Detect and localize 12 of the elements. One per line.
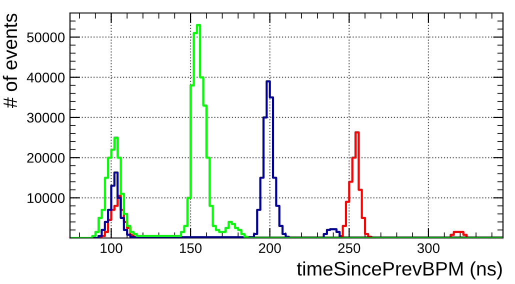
y-tick-label: 50000 xyxy=(27,32,65,42)
x-tick-label: 300 xyxy=(417,243,440,254)
x-tick-label: 200 xyxy=(258,243,281,254)
y-axis-title: # of events xyxy=(2,14,18,108)
x-axis-title: timeSincePrevBPM (ns) xyxy=(296,261,502,280)
x-tick-label: 250 xyxy=(338,243,360,254)
y-tick-label: 20000 xyxy=(27,152,65,163)
y-tick-label: 10000 xyxy=(28,193,65,203)
y-tick-label: 30000 xyxy=(27,112,65,123)
x-tick-label: 150 xyxy=(180,243,202,254)
x-tick-label: 100 xyxy=(100,243,122,254)
y-tick-label: 40000 xyxy=(26,72,65,82)
